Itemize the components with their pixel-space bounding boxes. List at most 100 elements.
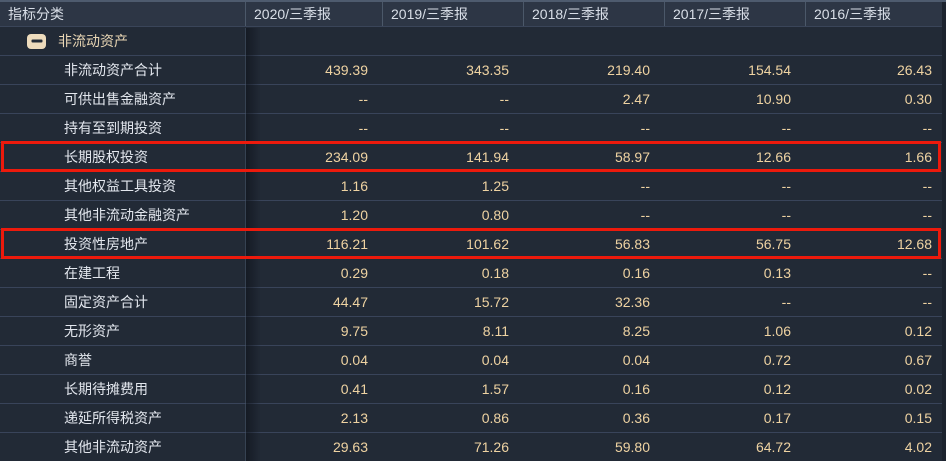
section-row-noncurrent-assets[interactable]: 非流动资产 — [0, 27, 946, 56]
row-label: 持有至到期投资 — [64, 120, 162, 136]
cell-value: 116.21 — [326, 236, 368, 252]
row-label: 长期股权投资 — [64, 149, 148, 165]
cell-value: 0.41 — [340, 381, 368, 397]
cell-value: -- — [499, 91, 509, 107]
table-header-row: 指标分类 2020/三季报 2019/三季报 2018/三季报 2017/三季报… — [0, 2, 946, 27]
empty-cell — [245, 27, 382, 55]
table-row[interactable]: 固定资产合计 44.47 15.72 32.36 -- -- — [0, 288, 946, 317]
cell-value: 234.09 — [325, 149, 368, 165]
row-label: 可供出售金融资产 — [64, 91, 176, 107]
cell-value: 154.54 — [748, 62, 791, 78]
table-row[interactable]: 在建工程 0.29 0.18 0.16 0.13 -- — [0, 259, 946, 288]
cell-value: 58.97 — [614, 149, 650, 165]
table-row[interactable]: 持有至到期投资 -- -- -- -- -- — [0, 114, 946, 143]
cell-value: 2.47 — [622, 91, 650, 107]
cell-value: 71.26 — [473, 439, 509, 455]
cell-value: 219.40 — [607, 62, 650, 78]
cell-value: 4.02 — [904, 439, 932, 455]
cell-value: -- — [640, 207, 650, 223]
row-label: 投资性房地产 — [64, 236, 148, 252]
cell-value: -- — [781, 207, 791, 223]
table-row[interactable]: 长期股权投资 234.09 141.94 58.97 12.66 1.66 — [0, 141, 946, 172]
cell-value: 1.25 — [481, 178, 509, 194]
cell-value: 1.20 — [340, 207, 368, 223]
cell-value: -- — [922, 207, 932, 223]
cell-value: 0.04 — [481, 352, 509, 368]
cell-value: 10.90 — [755, 91, 791, 107]
cell-value: -- — [922, 178, 932, 194]
cell-value: 1.57 — [481, 381, 509, 397]
table-row[interactable]: 长期待摊费用 0.41 1.57 0.16 0.12 0.02 — [0, 375, 946, 404]
cell-value: 0.13 — [763, 265, 791, 281]
empty-cell — [523, 27, 664, 55]
column-header-2018-q3[interactable]: 2018/三季报 — [523, 2, 664, 26]
row-label: 在建工程 — [64, 265, 120, 281]
column-header-2019-q3[interactable]: 2019/三季报 — [382, 2, 523, 26]
table-row[interactable]: 其他权益工具投资 1.16 1.25 -- -- -- — [0, 172, 946, 201]
table-row[interactable]: 无形资产 9.75 8.11 8.25 1.06 0.12 — [0, 317, 946, 346]
row-label: 其他权益工具投资 — [64, 178, 176, 194]
row-label: 商誉 — [64, 352, 92, 368]
column-header-indicator-category[interactable]: 指标分类 — [8, 6, 64, 22]
cell-value: 56.75 — [755, 236, 791, 252]
cell-value: 0.72 — [763, 352, 791, 368]
cell-value: -- — [499, 120, 509, 136]
table-row[interactable]: 其他非流动金融资产 1.20 0.80 -- -- -- — [0, 201, 946, 230]
row-label: 递延所得税资产 — [64, 410, 162, 426]
cell-value: 0.12 — [904, 323, 932, 339]
row-label: 其他非流动金融资产 — [64, 207, 190, 223]
row-label: 非流动资产合计 — [64, 62, 162, 78]
cell-value: -- — [640, 178, 650, 194]
empty-cell — [664, 27, 805, 55]
row-label: 其他非流动资产 — [64, 439, 162, 455]
cell-value: 0.29 — [340, 265, 368, 281]
cell-value: -- — [922, 265, 932, 281]
column-header-2020-q3[interactable]: 2020/三季报 — [245, 2, 382, 26]
row-label: 无形资产 — [64, 323, 120, 339]
cell-value: 0.36 — [622, 410, 650, 426]
row-label: 长期待摊费用 — [64, 381, 148, 397]
cell-value: 0.04 — [622, 352, 650, 368]
column-header-2016-q3[interactable]: 2016/三季报 — [805, 2, 946, 26]
cell-value: 141.94 — [466, 149, 509, 165]
table-row[interactable]: 非流动资产合计 439.39 343.35 219.40 154.54 26.43 — [0, 56, 946, 85]
cell-value: 101.62 — [466, 236, 509, 252]
scrollbar-track[interactable] — [942, 2, 946, 461]
cell-value: 29.63 — [332, 439, 368, 455]
cell-value: -- — [358, 91, 368, 107]
table-row[interactable]: 递延所得税资产 2.13 0.86 0.36 0.17 0.15 — [0, 404, 946, 433]
cell-value: 26.43 — [896, 62, 932, 78]
table-row[interactable]: 商誉 0.04 0.04 0.04 0.72 0.67 — [0, 346, 946, 375]
cell-value: 1.66 — [904, 149, 932, 165]
cell-value: 0.02 — [904, 381, 932, 397]
cell-value: 0.17 — [763, 410, 791, 426]
cell-value: 59.80 — [614, 439, 650, 455]
cell-value: 64.72 — [755, 439, 791, 455]
cell-value: 1.06 — [763, 323, 791, 339]
cell-value: 12.68 — [896, 236, 932, 252]
empty-cell — [382, 27, 523, 55]
cell-value: 0.12 — [763, 381, 791, 397]
table-row[interactable]: 投资性房地产 116.21 101.62 56.83 56.75 12.68 — [0, 228, 946, 259]
cell-value: -- — [922, 294, 932, 310]
table-row[interactable]: 其他非流动资产 29.63 71.26 59.80 64.72 4.02 — [0, 433, 946, 461]
section-label: 非流动资产 — [58, 33, 128, 49]
cell-value: 0.80 — [481, 207, 509, 223]
table-row[interactable]: 可供出售金融资产 -- -- 2.47 10.90 0.30 — [0, 85, 946, 114]
cell-value: 56.83 — [614, 236, 650, 252]
cell-value: 0.86 — [481, 410, 509, 426]
cell-value: 0.16 — [622, 265, 650, 281]
cell-value: 0.67 — [904, 352, 932, 368]
column-header-2017-q3[interactable]: 2017/三季报 — [664, 2, 805, 26]
cell-value: 44.47 — [332, 294, 368, 310]
cell-value: 439.39 — [325, 62, 368, 78]
cell-value: 32.36 — [614, 294, 650, 310]
cell-value: -- — [922, 120, 932, 136]
cell-value: 8.25 — [622, 323, 650, 339]
cell-value: 0.18 — [481, 265, 509, 281]
cell-value: -- — [781, 120, 791, 136]
cell-value: -- — [640, 120, 650, 136]
collapse-minus-icon[interactable] — [27, 33, 46, 49]
cell-value: 0.30 — [904, 91, 932, 107]
